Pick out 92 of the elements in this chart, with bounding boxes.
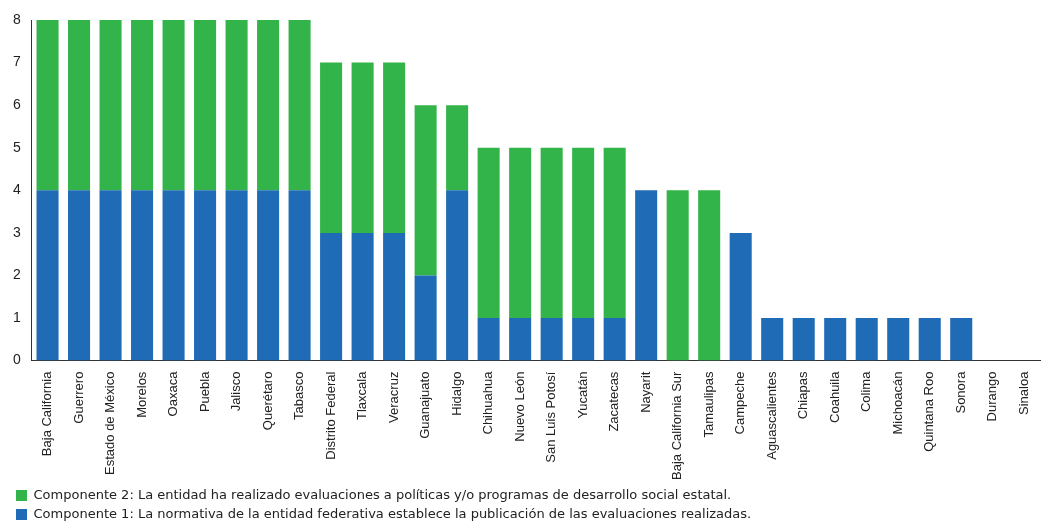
bar bbox=[194, 190, 217, 361]
x-tick-label: Hidalgo bbox=[448, 371, 464, 416]
x-tick-label: Querétaro bbox=[259, 371, 275, 431]
bar bbox=[477, 318, 500, 361]
bar bbox=[509, 318, 532, 361]
bar bbox=[572, 147, 595, 319]
x-tick-label: Estado de México bbox=[102, 371, 118, 475]
bar bbox=[603, 147, 626, 319]
bar bbox=[225, 190, 248, 361]
y-tick-label: 4 bbox=[12, 181, 21, 198]
bar bbox=[36, 20, 59, 191]
x-tick-label: Distrito Federal bbox=[322, 371, 338, 460]
bar bbox=[99, 190, 122, 361]
x-tick-label: Tamaulipas bbox=[700, 371, 716, 438]
y-tick-label: 7 bbox=[12, 53, 21, 70]
bar bbox=[950, 318, 973, 361]
y-tick-label: 3 bbox=[12, 223, 21, 240]
x-tick-label: Sinaloa bbox=[1015, 370, 1031, 415]
bar bbox=[603, 318, 626, 361]
bar bbox=[131, 190, 154, 361]
y-tick-label: 8 bbox=[12, 10, 21, 27]
bar bbox=[635, 190, 658, 361]
bar bbox=[698, 190, 721, 361]
legend-label: Componente 2: La entidad ha realizado evaluaciones a políticas y/o programas de desarrollo social estatal. bbox=[33, 486, 732, 502]
x-tick-label: Sonora bbox=[952, 370, 968, 414]
x-tick-label: Baja California Sur bbox=[669, 370, 685, 480]
bar bbox=[572, 318, 595, 361]
x-tick-label: Aguascalientes bbox=[763, 371, 779, 460]
bar bbox=[414, 105, 437, 276]
bar bbox=[666, 190, 689, 361]
bar bbox=[257, 190, 280, 361]
x-tick-label: Yucatán bbox=[574, 371, 590, 419]
bar bbox=[855, 318, 878, 361]
bar bbox=[162, 20, 185, 191]
bar bbox=[540, 318, 563, 361]
bar bbox=[477, 147, 500, 319]
x-tick-label: Michoacán bbox=[889, 371, 905, 435]
y-tick-label: 0 bbox=[12, 351, 21, 368]
x-tick-label: Oaxaca bbox=[165, 370, 181, 417]
bar bbox=[131, 20, 154, 191]
bar bbox=[68, 20, 91, 191]
bar bbox=[194, 20, 217, 191]
bar bbox=[257, 20, 280, 191]
bar bbox=[540, 147, 563, 319]
bar bbox=[162, 190, 185, 361]
x-tick-label: Durango bbox=[984, 371, 1000, 422]
bar bbox=[351, 62, 374, 233]
bar bbox=[288, 20, 311, 191]
bar bbox=[288, 190, 311, 361]
bar bbox=[729, 232, 752, 361]
bar bbox=[918, 318, 941, 361]
x-tick-label: Colima bbox=[858, 370, 874, 413]
legend-label: Componente 1: La normativa de la entidad federativa establece la publicación de las evaluaciones realizadas. bbox=[33, 505, 752, 521]
bar bbox=[446, 105, 469, 191]
x-tick-label: Chihuahua bbox=[480, 370, 496, 435]
x-tick-label: Coahuila bbox=[826, 370, 842, 423]
y-tick-label: 1 bbox=[12, 308, 21, 325]
x-tick-label: Zacatecas bbox=[606, 371, 622, 432]
bar bbox=[414, 275, 437, 361]
x-tick-label: Campeche bbox=[732, 371, 748, 435]
y-tick-label: 6 bbox=[12, 96, 21, 113]
x-tick-label: Nuevo León bbox=[511, 371, 527, 442]
y-tick-label: 5 bbox=[12, 138, 21, 155]
bar bbox=[446, 190, 469, 361]
bar bbox=[351, 232, 374, 361]
bar bbox=[99, 20, 122, 191]
x-tick-label: Puebla bbox=[196, 370, 212, 413]
bar bbox=[320, 62, 343, 233]
y-tick-label: 2 bbox=[12, 266, 21, 283]
bar bbox=[792, 318, 815, 361]
bar bbox=[761, 318, 784, 361]
x-tick-label: Morelos bbox=[133, 371, 149, 418]
bar bbox=[887, 318, 910, 361]
x-tick-label: Chiapas bbox=[795, 371, 811, 420]
bar bbox=[36, 190, 59, 361]
x-tick-label: Jalisco bbox=[228, 371, 244, 412]
x-tick-label: Baja California bbox=[39, 370, 55, 457]
x-tick-label: Guerrero bbox=[70, 371, 86, 424]
x-tick-label: Tlaxcala bbox=[354, 370, 370, 421]
x-tick-label: Tabasco bbox=[291, 371, 307, 421]
bar bbox=[824, 318, 847, 361]
bar bbox=[225, 20, 248, 191]
bar bbox=[509, 147, 532, 319]
bar bbox=[68, 190, 91, 361]
x-tick-label: Veracruz bbox=[385, 371, 401, 423]
bar bbox=[320, 232, 343, 361]
x-tick-label: Nayarit bbox=[637, 371, 653, 413]
bar bbox=[383, 232, 406, 361]
x-tick-label: San Luis Potosí bbox=[543, 371, 559, 463]
x-tick-label: Quintana Roo bbox=[921, 371, 937, 452]
bar bbox=[383, 62, 406, 233]
x-tick-label: Guanajuato bbox=[417, 371, 433, 439]
